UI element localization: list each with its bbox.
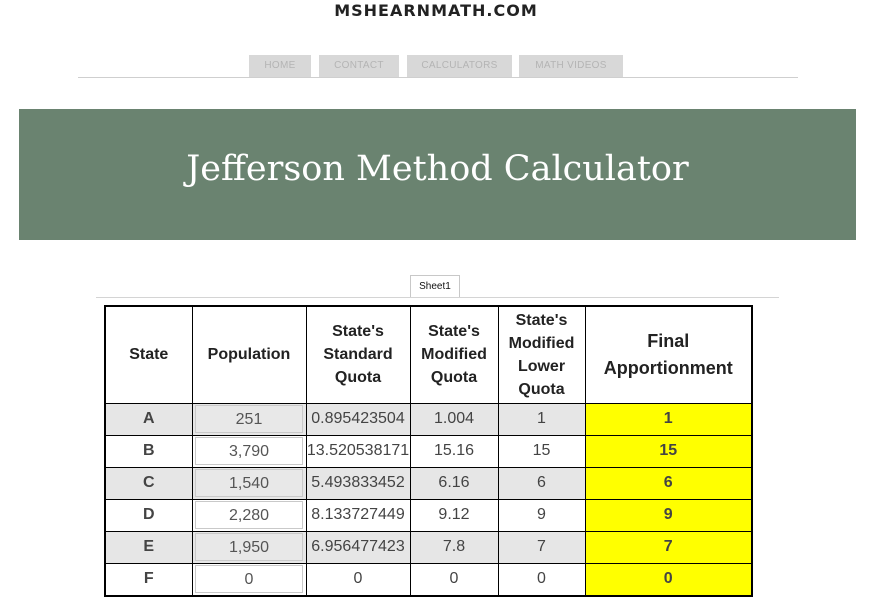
state-cell: C <box>104 466 193 500</box>
table-row: D 2,280 8.133727449 9.12 9 9 <box>104 498 753 532</box>
table-row: C 1,540 5.493833452 6.16 6 6 <box>104 466 753 500</box>
population-input[interactable]: 251 <box>195 405 303 433</box>
lower-quota-cell: 15 <box>497 434 586 468</box>
header-modified-quota: State's Modified Quota <box>409 305 499 404</box>
table-row: B 3,790 13.520538171 15.16 15 15 <box>104 434 753 468</box>
lower-quota-cell: 0 <box>497 562 586 596</box>
population-cell: 1,540 <box>191 466 307 500</box>
final-apportionment-cell: 1 <box>584 402 753 436</box>
final-apportionment-cell: 15 <box>584 434 753 468</box>
apportionment-table: State Population State's Standard Quota … <box>104 305 753 597</box>
final-apportionment-cell: 6 <box>584 466 753 500</box>
population-input[interactable]: 1,540 <box>195 469 303 497</box>
state-cell: A <box>104 402 193 436</box>
modified-quota-cell: 15.16 <box>409 434 499 468</box>
final-apportionment-cell: 7 <box>584 530 753 564</box>
sheet-divider <box>96 297 779 298</box>
standard-quota-cell: 6.956477423 <box>305 530 411 564</box>
nav-math-videos[interactable]: MATH VIDEOS <box>519 55 623 77</box>
final-apportionment-cell: 9 <box>584 498 753 532</box>
table-row: E 1,950 6.956477423 7.8 7 7 <box>104 530 753 564</box>
state-cell: D <box>104 498 193 532</box>
lower-quota-cell: 6 <box>497 466 586 500</box>
nav-divider <box>78 77 798 78</box>
standard-quota-cell: 0.895423504 <box>305 402 411 436</box>
table-row: A 251 0.895423504 1.004 1 1 <box>104 402 753 436</box>
standard-quota-cell: 8.133727449 <box>305 498 411 532</box>
header-modified-lower-quota: State's Modified Lower Quota <box>497 305 586 404</box>
site-title: MSHEARNMATH.COM <box>334 1 538 20</box>
modified-quota-cell: 9.12 <box>409 498 499 532</box>
standard-quota-cell: 13.520538171 <box>305 434 411 468</box>
lower-quota-cell: 7 <box>497 530 586 564</box>
final-apportionment-cell: 0 <box>584 562 753 596</box>
modified-quota-cell: 0 <box>409 562 499 596</box>
page-title: Jefferson Method Calculator <box>186 149 689 189</box>
modified-quota-cell: 6.16 <box>409 466 499 500</box>
nav-calculators[interactable]: CALCULATORS <box>407 55 512 77</box>
header-final-apportionment: Final Apportionment <box>584 305 753 404</box>
population-input[interactable]: 0 <box>195 565 303 593</box>
nav-contact[interactable]: CONTACT <box>319 55 399 77</box>
header-standard-quota: State's Standard Quota <box>305 305 411 404</box>
nav-home[interactable]: HOME <box>249 55 311 77</box>
table-header-row: State Population State's Standard Quota … <box>104 305 753 404</box>
lower-quota-cell: 9 <box>497 498 586 532</box>
header-population: Population <box>191 305 307 404</box>
standard-quota-cell: 0 <box>305 562 411 596</box>
population-cell: 1,950 <box>191 530 307 564</box>
modified-quota-cell: 7.8 <box>409 530 499 564</box>
top-nav: HOME CONTACT CALCULATORS MATH VIDEOS <box>0 55 872 77</box>
population-cell: 2,280 <box>191 498 307 532</box>
population-input[interactable]: 1,950 <box>195 533 303 561</box>
population-cell: 251 <box>191 402 307 436</box>
state-cell: E <box>104 530 193 564</box>
state-cell: F <box>104 562 193 596</box>
population-cell: 0 <box>191 562 307 596</box>
standard-quota-cell: 5.493833452 <box>305 466 411 500</box>
state-cell: B <box>104 434 193 468</box>
page-banner: Jefferson Method Calculator <box>19 109 856 240</box>
modified-quota-cell: 1.004 <box>409 402 499 436</box>
population-input[interactable]: 3,790 <box>195 437 303 465</box>
table-row: F 0 0 0 0 0 <box>104 562 753 596</box>
sheet-tab[interactable]: Sheet1 <box>410 275 460 297</box>
population-input[interactable]: 2,280 <box>195 501 303 529</box>
lower-quota-cell: 1 <box>497 402 586 436</box>
population-cell: 3,790 <box>191 434 307 468</box>
header-state: State <box>104 305 193 404</box>
